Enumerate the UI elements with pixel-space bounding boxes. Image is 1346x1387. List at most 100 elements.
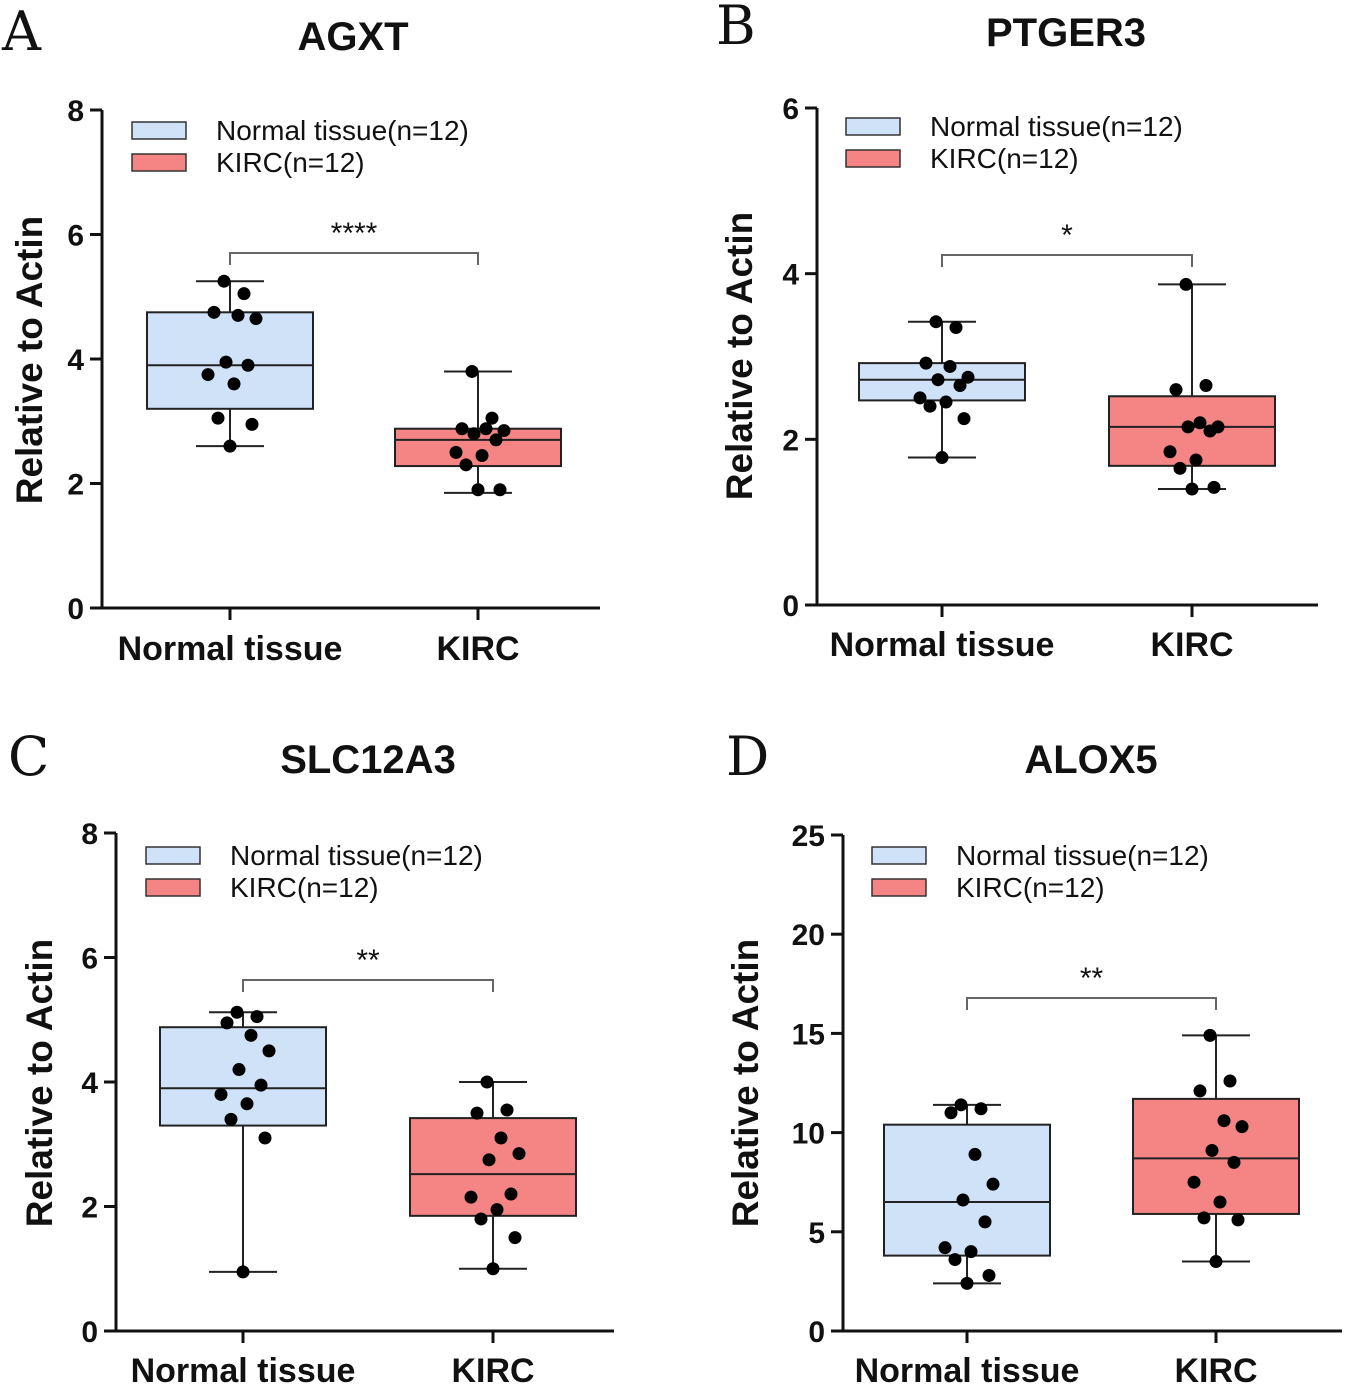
y-tick-label: 6 [81,943,98,976]
y-axis-label: Relative to Actin [719,212,760,501]
data-point [474,1212,488,1226]
data-point [943,359,957,373]
data-point [1203,424,1217,438]
data-point [207,305,221,319]
y-tick-label: 0 [782,590,799,623]
significance-bracket: **** [229,217,479,265]
panel-c: C SLC12A3 Relative to Actin 0 2 4 6 8 Normal tis… [8,725,614,1387]
y-tick-label: 8 [67,95,84,128]
legend-label: KIRC(n=12) [956,872,1105,903]
y-tick-label: 2 [67,469,84,502]
data-point [479,422,493,436]
data-point [948,1253,962,1267]
y-tick-label: 0 [67,593,84,626]
data-point [489,433,503,447]
data-point [241,358,255,372]
box-series-kirc [1108,277,1276,496]
data-point [944,1106,958,1120]
legend: Normal tissue(n=12)KIRC(n=12) [131,115,469,178]
y-tick-label: 10 [792,1118,825,1151]
data-point [250,1010,264,1024]
data-point [957,412,971,426]
box-series-normal [146,274,314,453]
data-point [249,312,263,326]
x-tick-label: KIRC [451,1352,534,1387]
data-point [1193,416,1207,430]
legend-swatch-normal [845,117,901,136]
data-point [223,439,237,453]
chart-title: AGXT [297,15,408,59]
data-point [935,451,949,465]
data-point [968,1147,982,1161]
legend-swatch-kirc [145,878,201,897]
data-point [961,370,975,384]
data-point [201,368,215,382]
panel-letter: D [726,725,769,788]
box-series-normal [858,315,1026,465]
data-point [986,1177,1000,1191]
data-point [224,1112,238,1126]
data-point [931,373,945,387]
data-point [231,308,245,322]
data-point [211,411,225,425]
data-point [500,1103,514,1117]
bracket-line [229,252,479,265]
data-point [227,377,241,391]
panel-a: A AGXT Relative to Actin 0 2 4 6 8 Normal tissue… [1,0,600,668]
y-axis-label: Relative to Actin [19,939,60,1228]
y-tick-label: 6 [782,93,799,126]
data-point [974,1102,988,1116]
bracket-line [941,254,1193,267]
data-point [467,427,481,441]
data-point [475,448,489,462]
data-point [258,1131,272,1145]
data-point [1223,1074,1237,1088]
significance-label: ** [1080,962,1104,995]
data-point [1235,1120,1249,1134]
legend-swatch-normal [131,121,187,140]
data-point [1189,453,1203,467]
data-point [464,1190,478,1204]
data-point [919,356,933,370]
x-tick-label: KIRC [1174,1352,1257,1387]
data-point [1231,1213,1245,1227]
legend-swatch-kirc [131,153,187,172]
legend-label: KIRC(n=12) [230,872,379,903]
data-point [929,315,943,329]
legend-swatch-normal [871,846,927,865]
data-point [512,1147,526,1161]
data-point [1173,461,1187,475]
legend-label: KIRC(n=12) [930,143,1079,174]
data-point [949,321,963,335]
data-point [455,422,469,436]
data-point [493,483,507,497]
data-point [1187,1175,1201,1189]
data-point [214,1087,228,1101]
x-tick-label: Normal tissue [830,626,1055,664]
x-tick-label: KIRC [1150,626,1233,664]
data-point [982,1268,996,1282]
data-point [485,411,499,425]
panel-letter: A [1,0,42,63]
data-point [459,458,473,472]
data-point [953,378,967,392]
legend-swatch-kirc [871,878,927,897]
x-tick-label: Normal tissue [855,1352,1080,1387]
data-point [494,1131,508,1145]
y-axis-label: Relative to Actin [9,216,50,505]
panel-letter: B [716,0,756,57]
chart-title: SLC12A3 [280,738,456,782]
data-point [219,355,233,369]
data-point [1181,420,1195,434]
data-point [230,1005,244,1019]
significance-bracket: * [941,219,1193,267]
bracket-line [966,997,1217,1010]
y-tick-label: 15 [792,1018,825,1051]
y-tick-label: 5 [808,1217,825,1250]
data-point [244,1028,258,1042]
data-point [938,1241,952,1255]
panel-d: D ALOX5 Relative to Actin 0 5 10 15 20 25 Normal … [725,725,1342,1387]
y-tick-label: 6 [67,220,84,253]
chart-title: ALOX5 [1024,738,1157,782]
x-tick-label: KIRC [436,630,519,668]
